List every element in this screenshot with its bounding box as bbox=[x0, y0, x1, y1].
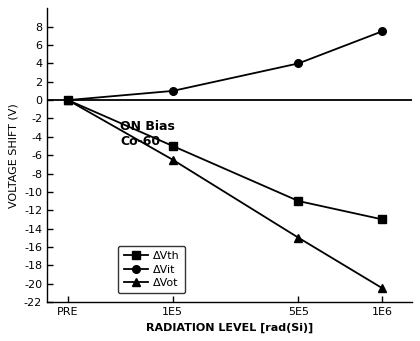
ΔVit bbox=[170, 89, 175, 93]
ΔVit bbox=[296, 61, 301, 65]
ΔVth bbox=[66, 98, 71, 102]
ΔVit bbox=[380, 29, 385, 33]
ΔVot bbox=[380, 286, 385, 290]
Line: ΔVit: ΔVit bbox=[64, 28, 386, 104]
ΔVth bbox=[296, 199, 301, 203]
ΔVit bbox=[66, 98, 71, 102]
ΔVot bbox=[66, 98, 71, 102]
Legend: ΔVth, ΔVit, ΔVot: ΔVth, ΔVit, ΔVot bbox=[118, 246, 185, 294]
X-axis label: RADIATION LEVEL [rad(Si)]: RADIATION LEVEL [rad(Si)] bbox=[146, 322, 313, 333]
Text: ON Bias
Co-60: ON Bias Co-60 bbox=[120, 120, 175, 148]
ΔVot bbox=[296, 236, 301, 240]
ΔVth bbox=[380, 217, 385, 221]
ΔVot bbox=[170, 158, 175, 162]
Line: ΔVot: ΔVot bbox=[64, 96, 386, 292]
ΔVth bbox=[170, 144, 175, 148]
Line: ΔVth: ΔVth bbox=[64, 96, 386, 223]
Y-axis label: VOLTAGE SHIFT (V): VOLTAGE SHIFT (V) bbox=[8, 103, 18, 208]
